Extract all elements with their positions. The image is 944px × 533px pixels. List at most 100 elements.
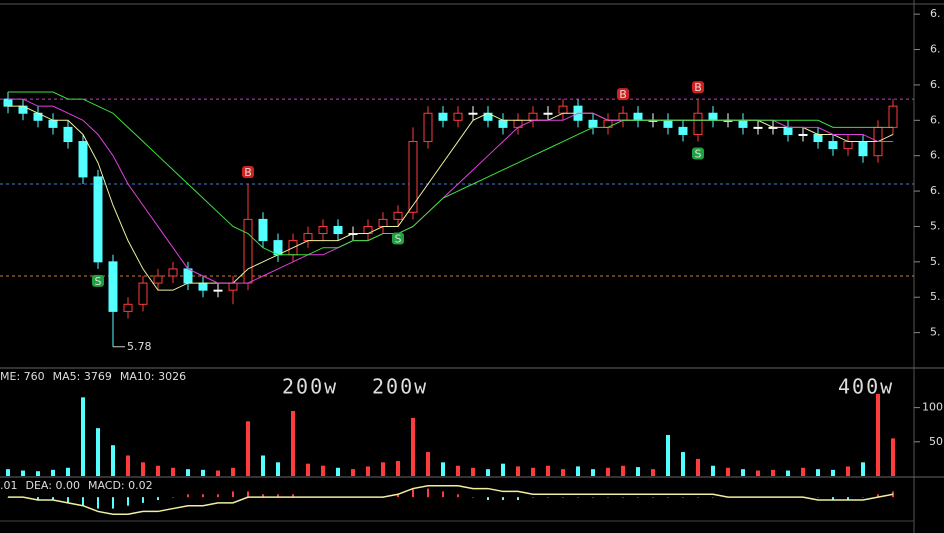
candle-body (588, 119, 598, 128)
macd-bar (877, 494, 879, 498)
y-tick-label: 5. (930, 326, 941, 339)
candle-body (828, 141, 838, 150)
volume-bar (231, 467, 235, 476)
macd-bar (142, 497, 144, 503)
volume-bar (861, 462, 865, 476)
candle-body (333, 225, 343, 235)
candle-body (453, 112, 463, 121)
signal-badge (392, 232, 404, 245)
volume-bar (441, 462, 445, 476)
y-tick-label: 6. (930, 113, 941, 126)
volume-bar (846, 466, 850, 476)
candle-body (633, 112, 643, 121)
candle-body (738, 119, 748, 128)
macd-bar (442, 491, 444, 498)
volume-bar (726, 467, 730, 476)
volume-bar (156, 465, 160, 476)
legend-entry: MA10: 3026 (120, 370, 186, 383)
candle-body (393, 211, 403, 220)
macd-bar (97, 497, 99, 509)
volume-bar (21, 470, 25, 476)
volume-bar (666, 434, 670, 476)
candle-body (168, 268, 178, 277)
volume-bar (66, 467, 70, 476)
y-tick-label: 6. (930, 43, 941, 56)
volume-bar (891, 438, 895, 476)
candle-body (528, 112, 538, 121)
macd-bar (82, 497, 84, 506)
candle-body (273, 240, 283, 256)
volume-bar (246, 421, 250, 476)
volume-bar (381, 462, 385, 476)
volume-bar (741, 469, 745, 476)
macd-bar (607, 497, 609, 498)
volume-bar (831, 469, 835, 476)
macd-line (8, 484, 894, 516)
candle-body (693, 112, 703, 135)
candle-body (183, 268, 193, 284)
volume-bar (306, 463, 310, 476)
volume-bar (756, 470, 760, 476)
candle-body (558, 105, 568, 114)
macd-bar (397, 494, 399, 498)
candle-body (63, 126, 73, 143)
volume-bar (201, 469, 205, 476)
volume-bar (81, 397, 85, 476)
volume-bar (786, 470, 790, 476)
macd-bar (667, 497, 669, 498)
volume-bar (36, 471, 40, 476)
candle-body (438, 112, 448, 121)
candle-body (243, 218, 253, 284)
volume-bar (351, 469, 355, 476)
volume-bar (696, 458, 700, 476)
candle-body (543, 112, 553, 115)
volume-bar (6, 469, 10, 476)
volume-bar (336, 467, 340, 476)
signal-badge (242, 166, 254, 178)
legend-entry: MACD: 0.02 (88, 479, 153, 492)
y-tick-label: 6. (930, 7, 941, 20)
signal-label: S (395, 232, 402, 245)
signal-label: B (244, 166, 252, 179)
macd-bar (502, 497, 504, 500)
macd-bar (202, 494, 204, 498)
candle-body (408, 141, 418, 213)
signal-label: S (695, 148, 702, 161)
moving-average (8, 105, 894, 291)
macd-bar (592, 497, 594, 498)
volume-bar (576, 466, 580, 476)
volume-bar (96, 428, 100, 476)
volume-bar (636, 467, 640, 476)
candle-body (3, 98, 13, 107)
volume-bar (51, 469, 55, 476)
volume-bar (396, 460, 400, 476)
y-tick-label: 6. (930, 184, 941, 197)
macd-bar (277, 494, 279, 498)
candle-body (153, 275, 163, 284)
candle-body (378, 218, 388, 227)
volume-bar (876, 393, 880, 476)
volume-bar (321, 465, 325, 476)
signal-badge (692, 147, 704, 160)
macd-bar (682, 497, 684, 498)
candle-body (753, 126, 763, 129)
candle-body (93, 176, 103, 263)
macd-bar (292, 494, 294, 498)
y-tick-label: 5. (930, 255, 941, 268)
volume-bar (546, 465, 550, 476)
macd-bar (652, 497, 654, 498)
macd-bar (457, 494, 459, 498)
volume-annotation: 200w (282, 375, 338, 399)
macd-bar (217, 494, 219, 498)
macd-bar (832, 497, 834, 500)
volume-bar (411, 417, 415, 476)
volume-bar (261, 455, 265, 476)
candle-body (258, 218, 268, 242)
candle-body (618, 112, 628, 121)
macd-bar (532, 497, 534, 498)
macd-bar (157, 497, 159, 500)
macd-bar (37, 497, 39, 500)
y-tick-label: 6. (930, 149, 941, 162)
candle-body (843, 141, 853, 150)
